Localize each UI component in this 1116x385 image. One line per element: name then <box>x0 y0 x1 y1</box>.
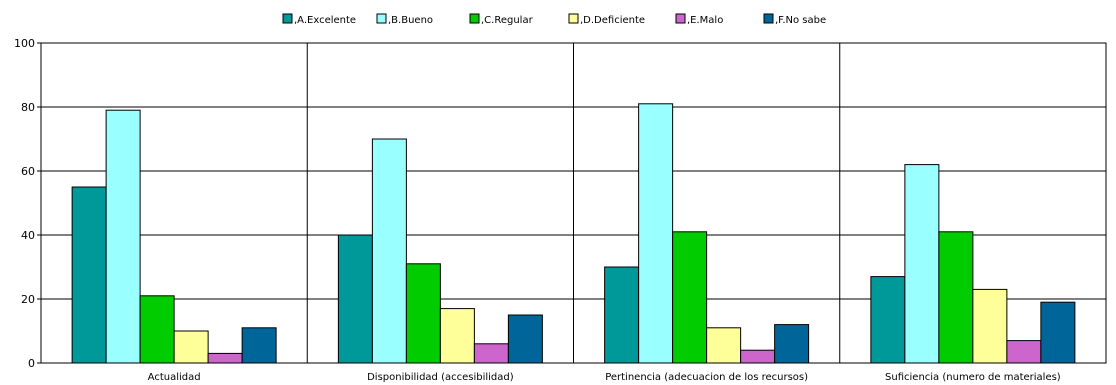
y-tick-label: 0 <box>28 357 35 370</box>
bar <box>1006 340 1042 364</box>
x-tick-label: Pertinencia (adecuacion de los recursos) <box>605 372 808 383</box>
axes <box>37 42 1107 364</box>
legend-swatch <box>469 13 480 24</box>
bar <box>241 327 277 364</box>
legend-label: ,C.Regular <box>481 15 534 26</box>
bar <box>1040 301 1076 364</box>
bar <box>938 231 974 364</box>
plot-frame <box>40 42 1107 364</box>
x-tick-label: Disponibilidad (accesibilidad) <box>367 372 514 383</box>
bar <box>638 103 674 364</box>
chart-legend: ,A.Excelente ,B.Bueno ,C.Regular ,D.Deficie… <box>282 13 826 26</box>
legend-swatch <box>763 13 774 24</box>
bar <box>439 308 475 364</box>
y-tick-label: 60 <box>21 165 35 178</box>
bar <box>337 234 373 364</box>
bar <box>371 138 407 364</box>
legend-label: ,A.Excelente <box>294 15 356 26</box>
bar <box>173 330 209 364</box>
legend-label: ,E.Malo <box>687 15 723 26</box>
bar <box>706 327 742 364</box>
y-tick-label: 40 <box>21 229 35 242</box>
x-axis-category-labels: Actualidad Disponibilidad (accesibilidad)… <box>148 372 1061 383</box>
y-axis-tick-labels: 0 20 40 60 80 100 <box>14 37 35 370</box>
legend-swatch <box>675 13 686 24</box>
bars-group <box>71 103 1076 364</box>
legend-swatch <box>568 13 579 24</box>
bar <box>105 109 141 364</box>
bar <box>507 314 543 364</box>
bar <box>71 186 107 364</box>
y-tick-label: 100 <box>14 37 35 50</box>
x-tick-label: Actualidad <box>148 372 201 383</box>
bar <box>774 324 810 364</box>
bar <box>405 263 441 364</box>
bar <box>207 352 243 364</box>
y-tick-label: 80 <box>21 101 35 114</box>
legend-swatch <box>376 13 387 24</box>
bar <box>473 343 509 364</box>
x-tick-label: Suficiencia (numero de materiales) <box>885 372 1061 383</box>
bar <box>904 164 940 364</box>
legend-label: ,F.No sabe <box>775 15 826 26</box>
bar <box>672 231 708 364</box>
bar <box>740 349 776 364</box>
bar <box>139 295 175 364</box>
legend-swatch <box>282 13 293 24</box>
bar <box>604 266 640 364</box>
legend-label: ,D.Deficiente <box>580 15 645 26</box>
legend-label: ,B.Bueno <box>388 15 433 26</box>
bar <box>870 276 906 364</box>
bar <box>972 288 1008 364</box>
y-tick-label: 20 <box>21 293 35 306</box>
